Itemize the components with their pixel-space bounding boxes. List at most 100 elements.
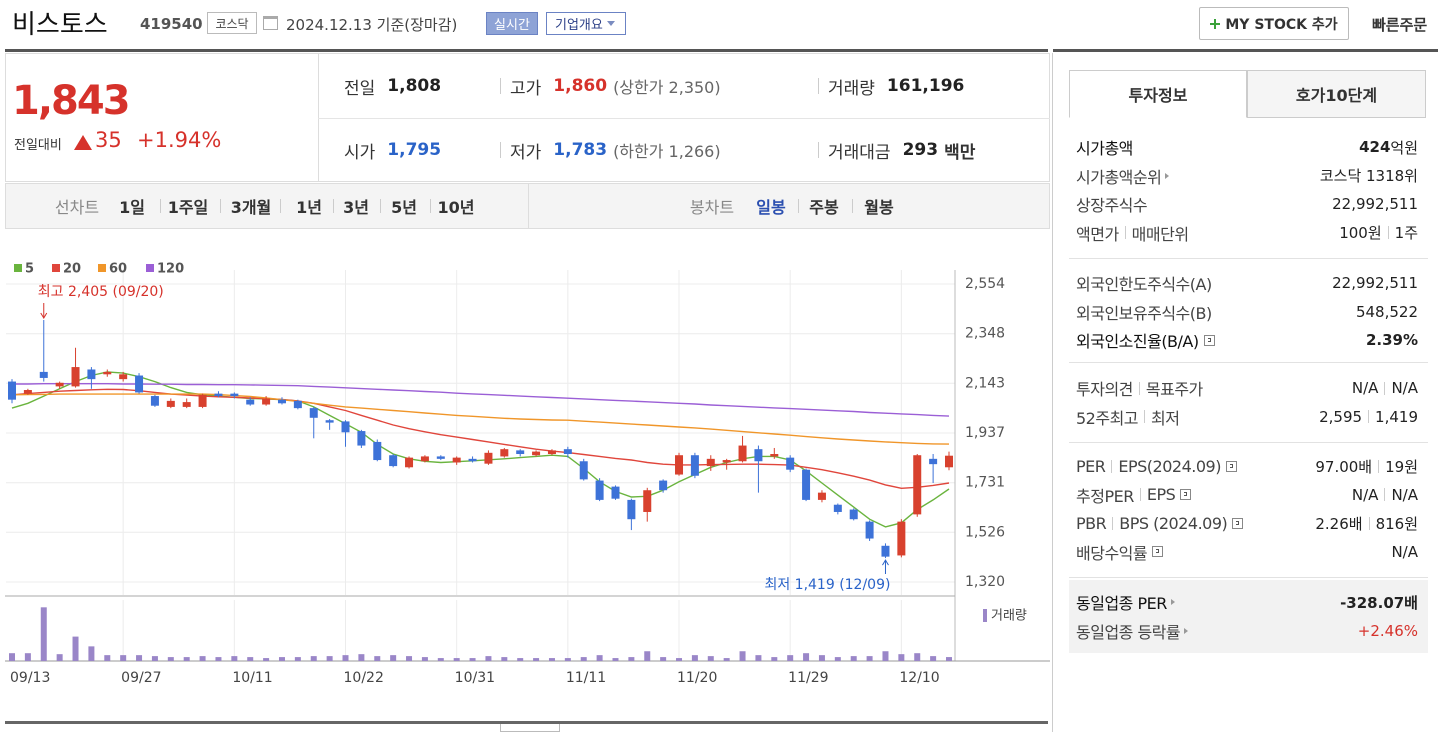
candle-body <box>420 456 429 462</box>
period-tab[interactable]: 1일 <box>119 198 145 217</box>
quick-order[interactable]: 빠른주문 <box>1372 16 1428 34</box>
candle-body <box>436 456 445 459</box>
volume-bar <box>930 656 937 661</box>
candle-body <box>516 450 525 455</box>
volume-bar <box>104 655 111 661</box>
info-label: 추정PER EPS <box>1076 482 1192 508</box>
summary-cell: 저가 1,783 (하한가 1,266) <box>510 138 721 163</box>
volume-bar <box>803 653 810 661</box>
candle-tab[interactable]: 월봉 <box>864 198 894 217</box>
stock-name: 비스토스 <box>12 10 108 40</box>
link-arrow[interactable] <box>1170 599 1175 605</box>
candle-tab[interactable]: 주봉 <box>809 198 839 217</box>
candle-body <box>627 499 636 520</box>
label-text: 최저 <box>1151 408 1180 428</box>
value-separator <box>1384 381 1386 395</box>
period-tab[interactable]: 3년 <box>343 198 369 217</box>
period-tab[interactable]: 5년 <box>391 198 417 217</box>
volume-bar <box>390 655 397 661</box>
my-stock-button[interactable]: MY STOCK 추가 <box>1199 7 1349 40</box>
value-separator <box>1368 516 1370 530</box>
volume-bar <box>151 656 158 661</box>
summary-cell: 거래대금 293 백만 <box>828 138 975 163</box>
volume-bar <box>358 654 365 661</box>
help-icon[interactable] <box>1232 517 1244 529</box>
help-icon[interactable] <box>1203 334 1215 346</box>
change-rate: +1.94% <box>137 128 222 152</box>
moving-average-line <box>11 371 950 528</box>
volume-bar <box>40 607 47 661</box>
info-value: 코스닥 1318위 <box>1076 163 1418 189</box>
candle-body <box>945 455 953 468</box>
up-icon <box>74 135 92 150</box>
period-tab[interactable]: 3개월 <box>230 198 272 217</box>
price-chart: 1,320 1,526 1,731 1,937 2,143 2,348 2,554 09/13… <box>5 262 1050 686</box>
x-tick-label: 10/22 <box>344 670 384 686</box>
candle-chart-label: 봉차트 <box>689 198 735 217</box>
summary-label: 시가 <box>344 142 376 163</box>
info-value: 22,992,511 <box>1076 191 1418 217</box>
tab-separator <box>160 199 161 213</box>
x-tick-label: 11/29 <box>788 670 828 686</box>
current-price: 1,843 <box>12 78 131 124</box>
candle-body <box>87 369 96 380</box>
candle-body <box>405 457 414 468</box>
period-tab[interactable]: 1년 <box>296 198 322 217</box>
label-text[interactable]: 동일업종 PER <box>1076 594 1167 613</box>
help-icon[interactable] <box>1180 489 1192 501</box>
period-tab[interactable]: 10년 <box>437 198 475 217</box>
candle-body <box>675 455 684 475</box>
volume-bar <box>707 656 714 661</box>
label-text[interactable]: 동일업종 등락률 <box>1076 622 1181 642</box>
tab-separator <box>219 199 221 213</box>
volume-bar <box>421 657 428 661</box>
period-tab[interactable]: 1주일 <box>167 198 209 217</box>
y-tick-label: 1,937 <box>965 425 1005 441</box>
resize-handle[interactable] <box>500 724 560 732</box>
info-value: 2.26배 816원 <box>1076 510 1418 536</box>
candle-body <box>706 458 715 467</box>
candle-tab[interactable]: 일봉 <box>756 198 786 217</box>
candle-body <box>357 431 366 446</box>
calendar-icon <box>263 16 278 30</box>
label-text: EPS(2024.09) <box>1118 456 1221 476</box>
section-divider <box>1069 442 1428 443</box>
help-icon[interactable] <box>1225 460 1237 472</box>
info-tab[interactable]: 투자정보 <box>1069 70 1247 118</box>
info-tab[interactable]: 호가10단계 <box>1247 70 1426 118</box>
legend-label: 거래량 <box>991 609 1027 624</box>
cell-separator <box>500 78 501 94</box>
volume-bar <box>263 658 270 661</box>
info-value: 2.39% <box>1076 327 1418 353</box>
summary-value: 1,795 <box>387 140 442 160</box>
link-arrow[interactable] <box>1165 172 1170 179</box>
volume-bar <box>56 654 63 661</box>
label-text[interactable]: 시가총액순위 <box>1076 167 1162 187</box>
value-text: 1주 <box>1394 224 1418 243</box>
volume-bar <box>739 651 746 661</box>
period-tab-bar <box>5 183 1050 229</box>
legend-swatch <box>14 264 22 272</box>
volume-bar <box>247 657 254 661</box>
candle-body <box>643 490 652 512</box>
candle-body <box>786 457 795 470</box>
tab-separator <box>797 199 799 213</box>
value-separator <box>1368 410 1370 424</box>
info-label: 상장주식수 <box>1076 191 1148 217</box>
dropdown-arrow <box>606 21 615 26</box>
help-icon[interactable] <box>1152 546 1164 558</box>
summary-label: 저가 <box>510 142 542 163</box>
candle-body <box>166 400 175 407</box>
info-value: 548,522 <box>1076 299 1418 325</box>
volume-bar <box>72 636 79 661</box>
realtime-button[interactable]: 실시간 <box>486 12 538 35</box>
link-arrow[interactable] <box>1184 627 1189 634</box>
label-text: 외국인소진율(B/A) <box>1076 332 1199 352</box>
candle-body <box>738 445 747 462</box>
overview-button[interactable]: 기업개요 <box>546 12 626 35</box>
legend-swatch <box>52 264 60 272</box>
candle-body <box>500 449 509 457</box>
summary-value: 1,860 <box>553 76 608 96</box>
volume-bar <box>342 655 349 661</box>
